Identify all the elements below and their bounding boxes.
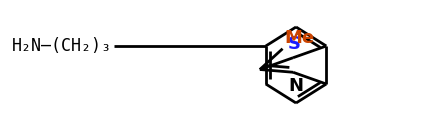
Text: N: N xyxy=(288,77,303,95)
Text: H₂N—(CH₂)₃: H₂N—(CH₂)₃ xyxy=(12,37,112,55)
Text: S: S xyxy=(288,35,301,53)
Text: Me: Me xyxy=(285,29,314,47)
